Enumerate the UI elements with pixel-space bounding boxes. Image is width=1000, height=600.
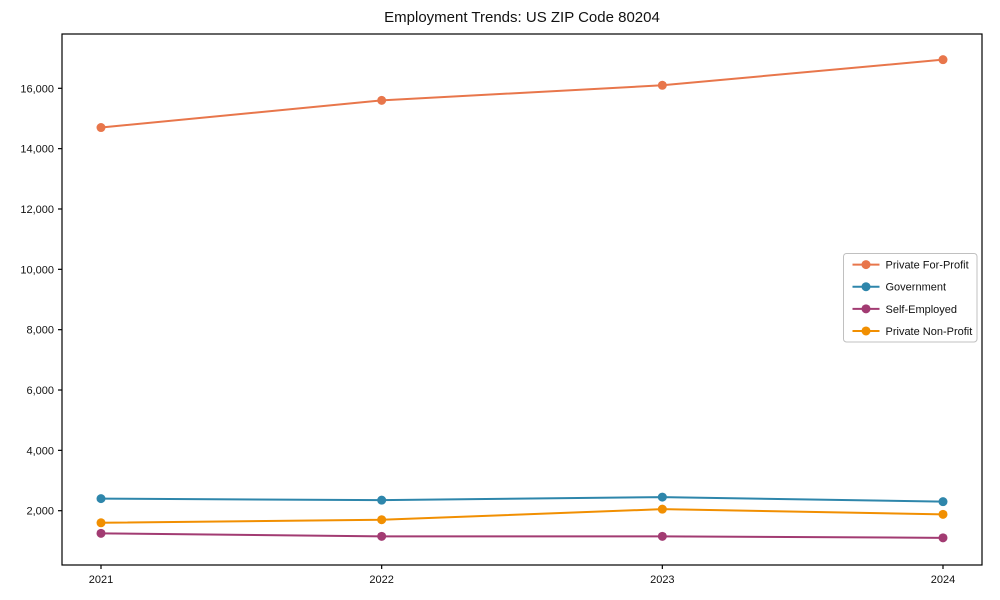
- plot-frame: [61, 33, 983, 566]
- data-point-marker: [657, 492, 667, 502]
- data-point-marker: [938, 55, 948, 65]
- y-tick-label: 2,000: [26, 506, 54, 518]
- series-line: [100, 508, 944, 524]
- data-point-marker: [377, 495, 387, 505]
- legend-label: Government: [886, 282, 947, 294]
- y-tick-label: 16,000: [20, 83, 54, 95]
- legend-marker: [861, 326, 871, 336]
- data-point-marker: [938, 509, 948, 519]
- data-point-marker: [377, 531, 387, 541]
- data-point-marker: [96, 528, 106, 538]
- y-tick-label: 14,000: [20, 144, 54, 156]
- legend-label: Self-Employed: [886, 304, 958, 316]
- legend-label: Private For-Profit: [886, 260, 969, 272]
- data-point-marker: [96, 123, 106, 133]
- data-point-marker: [377, 95, 387, 105]
- data-point-marker: [938, 533, 948, 543]
- legend-label: Private Non-Profit: [886, 326, 973, 338]
- y-tick-label: 4,000: [26, 445, 54, 457]
- data-point-marker: [657, 504, 667, 514]
- data-point-marker: [377, 515, 387, 525]
- y-tick-label: 8,000: [26, 325, 54, 337]
- legend-marker: [861, 282, 871, 292]
- data-point-marker: [96, 494, 106, 504]
- x-tick-label: 2023: [650, 574, 674, 586]
- legend-marker: [861, 260, 871, 270]
- data-point-marker: [938, 497, 948, 507]
- series-line: [100, 532, 944, 539]
- y-tick-label: 10,000: [20, 264, 54, 276]
- y-tick-label: 6,000: [26, 385, 54, 397]
- legend-marker: [861, 304, 871, 314]
- x-tick-label: 2022: [369, 574, 393, 586]
- x-tick-label: 2024: [931, 574, 955, 586]
- chart-title: Employment Trends: US ZIP Code 80204: [384, 9, 660, 26]
- legend-box: [843, 253, 978, 343]
- series-line: [100, 496, 944, 503]
- data-point-marker: [657, 80, 667, 90]
- y-tick-label: 12,000: [20, 204, 54, 216]
- data-point-marker: [657, 531, 667, 541]
- series-line: [100, 58, 944, 129]
- x-tick-label: 2021: [89, 574, 113, 586]
- data-point-marker: [96, 518, 106, 528]
